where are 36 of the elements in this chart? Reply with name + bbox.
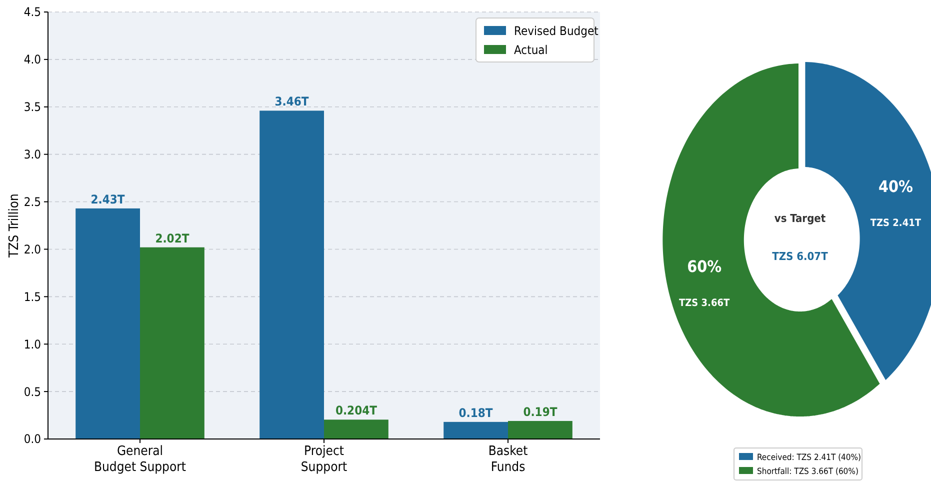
- data-label: 60%: [687, 256, 722, 276]
- y-tick-label: 2.0: [24, 242, 42, 256]
- bar: [324, 420, 388, 439]
- y-tick-label: 4.0: [24, 52, 42, 67]
- y-tick-label: 4.5: [24, 5, 41, 20]
- data-label: 2.02T: [155, 231, 190, 246]
- x-tick-label: General Budget Support: [94, 444, 186, 475]
- data-label: 2.43T: [90, 192, 126, 206]
- x-tick-label: Basket Funds: [488, 444, 528, 475]
- text: TZS 3.66T: [679, 298, 730, 309]
- y-tick-label: 0.5: [24, 384, 41, 399]
- legend-label: Revised Budget: [514, 24, 598, 38]
- data-label: 0.19T: [523, 404, 558, 419]
- bar: [76, 208, 140, 439]
- data-label: 0.204T: [335, 404, 378, 418]
- legend-label: Actual: [514, 43, 548, 58]
- bar: [140, 247, 204, 439]
- y-tick-label: 3.0: [24, 148, 42, 162]
- bar: [260, 110, 324, 439]
- legend-label: Shortfall: TZS 3.66T (60%): [757, 466, 858, 477]
- data-label: 3.46T: [274, 94, 310, 109]
- text: TZS 2.41T: [870, 218, 921, 230]
- y-tick-label: 2.5: [24, 194, 41, 209]
- text: vs Target: [774, 212, 826, 225]
- data-label: 40%: [878, 177, 913, 196]
- bar: [444, 422, 508, 439]
- y-tick-label: 1.0: [24, 337, 42, 352]
- x-tick-label: Project Support: [300, 444, 348, 475]
- y-tick-label: 3.5: [24, 100, 41, 114]
- data-label: 0.18T: [458, 406, 494, 420]
- y-tick-label: 1.5: [24, 290, 41, 304]
- y-axis-title: TZS Trillion: [7, 194, 22, 258]
- y-tick-label: 0.0: [24, 432, 42, 446]
- legend-label: Received: TZS 2.41T (40%): [757, 452, 862, 463]
- bar: [508, 420, 572, 439]
- text: TZS 6.07T: [772, 250, 828, 263]
